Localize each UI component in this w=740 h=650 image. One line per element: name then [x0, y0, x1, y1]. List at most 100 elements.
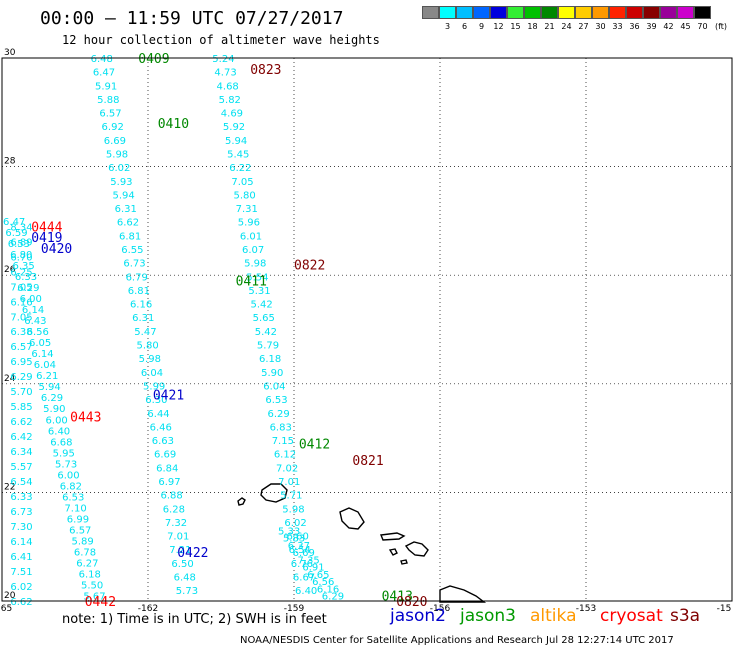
swh-value: 6.38	[10, 327, 32, 338]
swh-value: 7.05	[10, 312, 32, 323]
swh-value: 7.10	[64, 503, 86, 514]
swh-value: 4.69	[221, 109, 243, 120]
swh-value: 6.81	[128, 286, 150, 297]
swh-value: 6.62	[117, 218, 139, 229]
swh-value: 6.73	[10, 507, 32, 518]
track-id-label: 0409	[138, 52, 169, 67]
lon-tick-label: -159	[284, 604, 305, 614]
swh-value: 6.00	[20, 294, 42, 305]
swh-value: 6.16	[130, 300, 152, 311]
swh-value: 6.14	[10, 537, 32, 548]
swh-value: 6.27	[76, 559, 98, 570]
swh-value: 6.00	[46, 415, 68, 426]
track-id-label: 0442	[85, 595, 116, 610]
scale-label: 39	[646, 22, 657, 31]
lat-tick-label: 22	[4, 482, 15, 492]
swh-value: 6.33	[15, 272, 37, 283]
color-scale-bar	[422, 6, 711, 19]
swh-value: 6.70	[10, 252, 32, 263]
island-hawaii	[439, 585, 487, 603]
swh-value: 6.68	[50, 437, 72, 448]
swh-value: 5.94	[225, 136, 247, 147]
scale-label: 12	[493, 22, 504, 31]
scale-label: 21	[544, 22, 555, 31]
swh-value: 6.47	[3, 217, 25, 228]
swh-value: 7.31	[236, 204, 258, 215]
swh-value: 6.84	[156, 463, 178, 474]
swh-value: 6.31	[115, 204, 137, 215]
swh-value: 6.04	[34, 360, 56, 371]
scale-label: 33	[612, 22, 623, 31]
swh-value: 6.18	[259, 354, 281, 365]
swh-value: 6.57	[69, 525, 91, 536]
swh-value: 5.99	[143, 381, 165, 392]
swh-value: 6.67	[293, 572, 315, 583]
scale-swatch	[677, 6, 694, 19]
swh-value: 7.15	[272, 436, 294, 447]
swh-value: 6.50	[171, 559, 193, 570]
lon-tick-label: -153	[576, 604, 596, 614]
scale-swatch	[558, 6, 575, 19]
swh-value: 5.73	[176, 586, 198, 597]
swh-value: 6.14	[31, 349, 53, 360]
swh-value: 5.54	[246, 272, 268, 283]
credit-line: NOAA/NESDIS Center for Satellite Applica…	[240, 635, 674, 646]
lat-tick-label: 20	[4, 591, 16, 601]
swh-value: 6.81	[119, 231, 141, 242]
swh-value: 6.25	[10, 267, 32, 278]
track-id-label: 0420	[41, 242, 72, 257]
swh-value: 6.40	[295, 586, 317, 597]
swh-value: 6.05	[29, 338, 51, 349]
swh-value: 5.96	[238, 218, 260, 229]
scale-swatch	[541, 6, 558, 19]
satellite-legend-s3a: s3a	[670, 606, 701, 626]
swh-value: 5.85	[10, 402, 32, 413]
track-id-label: 0822	[294, 258, 325, 273]
swh-value: 6.69	[104, 136, 126, 147]
swh-value: 6.97	[158, 477, 180, 488]
swh-value: 5.47	[134, 327, 156, 338]
swh-value: 6.18	[79, 570, 101, 581]
swh-value: 5.31	[248, 286, 270, 297]
swh-value: 7.30	[10, 522, 32, 533]
swh-value: 6.79	[126, 272, 148, 283]
hawaiian-islands	[237, 483, 487, 603]
swh-value: 6.43	[24, 316, 46, 327]
swh-value: 6.57	[10, 342, 32, 353]
swh-value: 5.82	[219, 95, 241, 106]
scale-label: 6	[461, 22, 468, 31]
island-molokai	[380, 532, 406, 541]
swh-value: 6.35	[12, 261, 34, 272]
scale-swatch	[626, 6, 643, 19]
swh-value: 6.02	[108, 163, 130, 174]
scale-label: 70	[697, 22, 708, 31]
satellite-legend-jason2: jason2	[390, 606, 446, 626]
swh-value: 6.95	[10, 357, 32, 368]
swh-value: 5.98	[244, 259, 266, 270]
swh-value: 6.29	[17, 283, 39, 294]
swh-value: 5.88	[97, 95, 119, 106]
swh-value: 6.47	[93, 68, 115, 79]
swh-value: 8.34	[10, 222, 32, 233]
swh-value: 6.29	[41, 393, 63, 404]
swh-value: 5.42	[255, 327, 277, 338]
lon-tick-label: -15	[717, 604, 732, 614]
swh-value: 5.33	[278, 526, 300, 537]
swh-value: 6.78	[74, 547, 96, 558]
color-scale-labels: 3 6 9 12 15 18 21 24 27 30 33 36 39 42 45 70 (ft)	[422, 22, 731, 31]
swh-value: 5.89	[72, 536, 94, 547]
altimeter-tracks: 6.48 6.47 5.91 5.88 6.57 6.92 6.69 5.98 6.02 5.93…	[3, 54, 344, 608]
swh-value: 6.92	[102, 122, 124, 133]
swh-value: 7.01	[278, 477, 300, 488]
track-id-label: 0422	[177, 546, 208, 561]
swh-value: 5.57	[10, 462, 32, 473]
swh-value: 6.57	[99, 109, 121, 120]
swh-value: 7.51	[10, 567, 32, 578]
island-maui	[404, 541, 429, 557]
swh-value: 5.67	[83, 592, 105, 603]
scale-swatch	[507, 6, 524, 19]
swh-value: 7.05	[10, 282, 32, 293]
swh-value: 6.34	[10, 447, 32, 458]
swh-value: 6.65	[307, 570, 329, 581]
